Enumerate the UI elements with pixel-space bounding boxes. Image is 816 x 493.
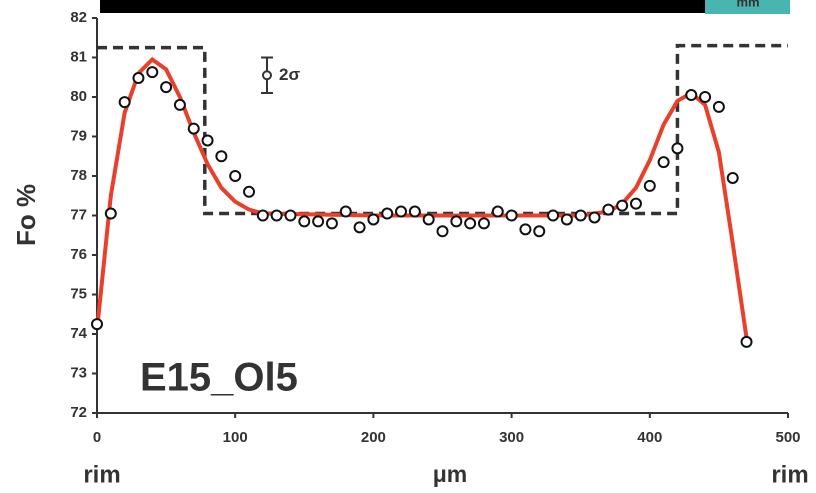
- y-tick-label: 82: [70, 9, 87, 26]
- data-point: [659, 157, 669, 167]
- model-curve: [97, 59, 747, 337]
- data-point: [327, 218, 337, 228]
- rim-label: rim: [83, 461, 120, 488]
- x-tick-label: 0: [93, 429, 101, 446]
- x-tick-label: 200: [361, 429, 386, 446]
- data-point: [617, 201, 627, 211]
- initial-profile: [97, 46, 788, 214]
- data-point: [258, 211, 268, 221]
- data-point: [175, 100, 185, 110]
- y-tick-label: 73: [70, 364, 87, 381]
- data-point: [355, 222, 365, 232]
- y-tick-label: 77: [70, 206, 87, 223]
- data-point: [576, 211, 586, 221]
- data-point: [120, 97, 130, 107]
- data-point: [341, 207, 351, 217]
- data-point: [216, 151, 226, 161]
- data-point: [451, 216, 461, 226]
- y-tick-label: 78: [70, 167, 87, 184]
- data-point: [493, 207, 503, 217]
- data-point: [645, 181, 655, 191]
- data-point: [244, 187, 254, 197]
- data-point: [133, 73, 143, 83]
- data-point: [368, 214, 378, 224]
- data-point: [410, 207, 420, 217]
- y-tick-label: 76: [70, 246, 87, 263]
- data-point: [603, 205, 613, 215]
- data-point: [686, 90, 696, 100]
- data-point: [742, 337, 752, 347]
- x-tick-label: 100: [223, 429, 248, 446]
- data-point: [438, 226, 448, 236]
- data-point: [230, 171, 240, 181]
- data-point: [590, 212, 600, 222]
- data-point: [147, 67, 157, 77]
- data-point: [507, 211, 517, 221]
- data-point: [479, 218, 489, 228]
- data-point: [465, 218, 475, 228]
- data-point: [161, 82, 171, 92]
- y-tick-label: 72: [70, 404, 87, 421]
- data-point: [534, 226, 544, 236]
- data-point: [285, 211, 295, 221]
- rim-label: rim: [771, 461, 808, 488]
- image-strip: [100, 0, 705, 13]
- x-tick-label: 400: [637, 429, 662, 446]
- y-axis-label: Fo %: [11, 184, 41, 246]
- data-point: [672, 143, 682, 153]
- data-point: [562, 214, 572, 224]
- x-tick-label: 300: [499, 429, 524, 446]
- sample-label: E15_Ol5: [140, 356, 298, 400]
- y-tick-label: 80: [70, 88, 87, 105]
- data-point: [92, 319, 102, 329]
- data-point: [424, 214, 434, 224]
- data-point: [299, 216, 309, 226]
- data-point: [313, 216, 323, 226]
- x-axis-label: μm: [433, 461, 468, 487]
- y-tick-label: 75: [70, 285, 87, 302]
- data-point: [631, 199, 641, 209]
- data-point: [728, 173, 738, 183]
- chart: mm E15_Ol5 Fo % μm rim rim 72 73 74 75 76 77 7…: [0, 0, 816, 493]
- y-tick-label: 79: [70, 127, 87, 144]
- error-point: [263, 71, 271, 79]
- data-point: [520, 224, 530, 234]
- data-point: [203, 135, 213, 145]
- data-point: [272, 211, 282, 221]
- scale-label: mm: [736, 0, 759, 9]
- data-point: [714, 102, 724, 112]
- data-point: [189, 124, 199, 134]
- y-tick-label: 74: [70, 325, 87, 342]
- data-point: [106, 209, 116, 219]
- y-tick-label: 81: [70, 48, 87, 65]
- data-point: [382, 209, 392, 219]
- x-tick-label: 500: [775, 429, 800, 446]
- data-point: [700, 92, 710, 102]
- error-label: 2σ: [279, 65, 300, 84]
- data-point: [396, 207, 406, 217]
- data-point: [548, 211, 558, 221]
